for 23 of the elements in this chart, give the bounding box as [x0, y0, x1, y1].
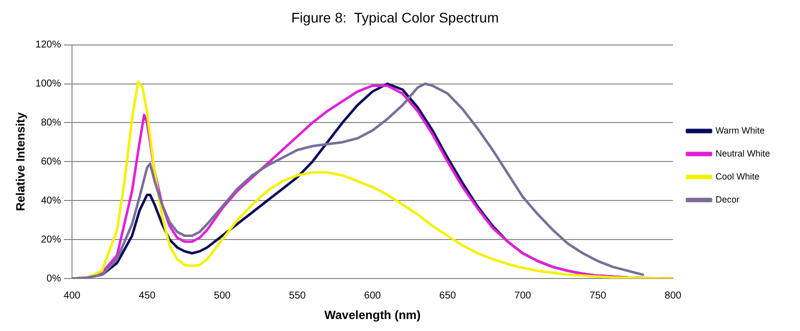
x-tick-label: 550	[289, 290, 306, 302]
y-tick-label: 60%	[40, 156, 62, 168]
y-axis-title: Relative Intensity	[14, 112, 28, 212]
legend-label: Decor	[715, 194, 740, 204]
y-tick-label: 20%	[40, 234, 62, 246]
y-tick-label: 40%	[40, 195, 62, 206]
chart-title: Figure 8: Typical Color Spectrum	[291, 9, 499, 26]
x-tick-label: 450	[138, 290, 156, 302]
x-axis-title: Wavelength (nm)	[324, 308, 421, 322]
legend-label: Warm White	[715, 125, 765, 136]
x-tick-label: 750	[590, 290, 607, 302]
y-tick-label: 120%	[35, 40, 62, 51]
x-tick-label: 650	[439, 290, 456, 302]
y-tick-label: 80%	[40, 117, 62, 128]
y-tick-label: 0%	[46, 273, 62, 284]
x-tick-label: 800	[664, 290, 682, 302]
x-tick-label: 600	[364, 290, 382, 302]
x-tick-label: 400	[64, 290, 81, 302]
y-tick-label: 100%	[35, 78, 62, 90]
x-tick-label: 700	[514, 290, 532, 302]
legend-label: Neutral White	[715, 148, 770, 158]
legend-label: Cool White	[715, 171, 760, 182]
x-tick-label: 500	[214, 290, 232, 302]
